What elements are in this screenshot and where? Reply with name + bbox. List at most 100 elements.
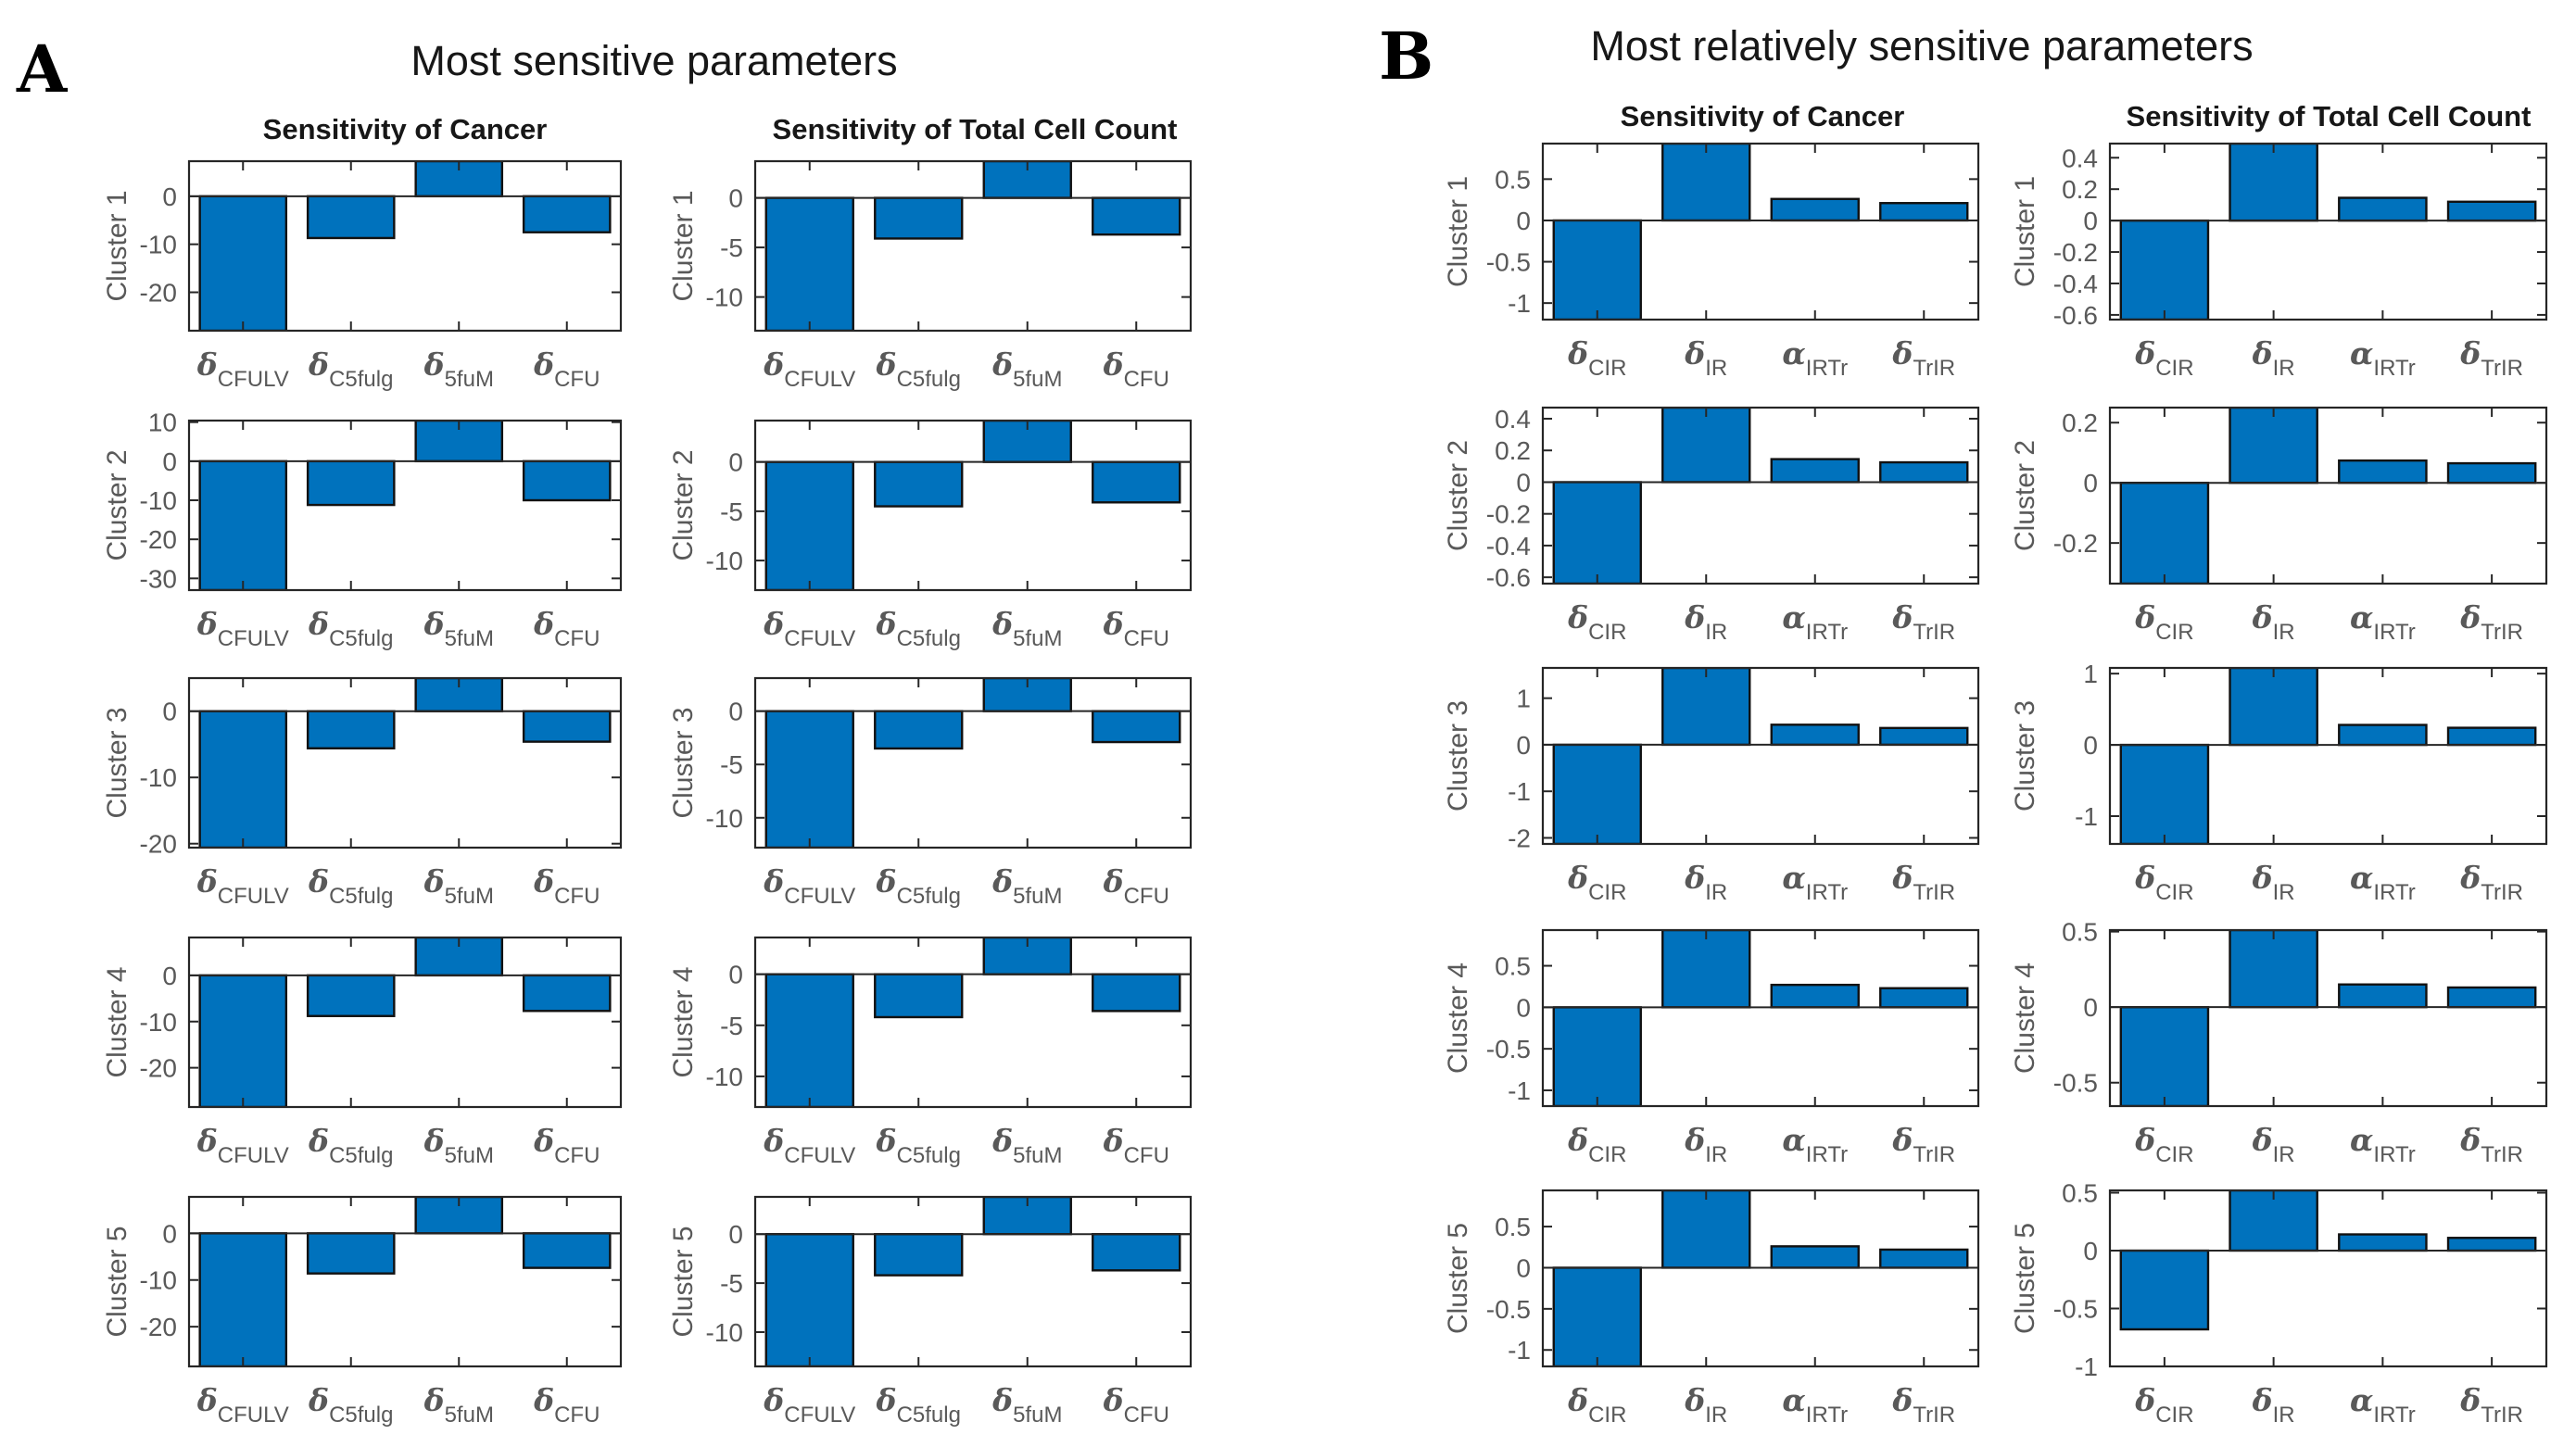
cluster-label: Cluster 1 (1443, 176, 1473, 287)
plot-box (753, 676, 1193, 849)
y-tick-label: -0.5 (1486, 1295, 1531, 1324)
y-tick-label: -20 (140, 525, 177, 554)
y-tick-label: 0 (1516, 993, 1531, 1022)
x-tick-label-CFU: δCFU (1103, 606, 1169, 651)
x-tick-label-IRTr: αIRTr (1782, 1122, 1848, 1167)
bars-group (2119, 144, 2537, 320)
subplot-A-cancer-cluster-4: 0 -10 -20 δCFULV δC5fulg δ5fuM δCFU Cluster 4 (102, 936, 623, 1168)
y-tick-label: 0 (2083, 1237, 2098, 1265)
y-tick-label: 1 (1516, 685, 1531, 713)
x-tick-label-C5fulg: δC5fulg (876, 863, 961, 909)
subplot-B-total-cell-count-cluster-4: 0.5 0 -0.5 δCIR δIR αIRTr δTrIR Cluster 4 (2010, 918, 2548, 1167)
plot-box (1541, 142, 1980, 321)
bar-TrIR (2446, 726, 2537, 747)
bar-IR (2229, 930, 2318, 1009)
subplot-A-total-cell-count-cluster-3: 0 -5 -10 δCFULV δC5fulg δ5fuM δCFU Cluster 3 (668, 676, 1193, 909)
y-tick-label: -20 (140, 830, 177, 859)
x-tick-label-5fuM: δ5fuM (423, 346, 494, 392)
bar-IR (2229, 144, 2318, 222)
bar-C5fulg (306, 1232, 396, 1275)
bar-IR (2229, 408, 2318, 484)
x-tick-label-TrIR: δTrIR (2459, 860, 2523, 905)
x-tick-label-5fuM: δ5fuM (991, 606, 1062, 651)
x-tick-label-TrIR: δTrIR (1891, 1122, 1955, 1167)
x-tick-label-IRTr: αIRTr (2350, 1122, 2416, 1167)
plot-box (753, 936, 1193, 1109)
plot-box (753, 1195, 1193, 1368)
y-tick-label: -5 (720, 750, 743, 779)
x-tick-label-CFU: δCFU (1103, 1123, 1169, 1168)
bar-C5fulg (874, 710, 964, 750)
cluster-label: Cluster 5 (1443, 1223, 1473, 1334)
cluster-label: Cluster 5 (668, 1226, 699, 1337)
y-tick-label: -20 (140, 1054, 177, 1083)
subplot-B-cancer-cluster-4: 0.5 0 -0.5 -1 δCIR δIR αIRTr δTrIR Cluster 4 (1443, 928, 1980, 1167)
bars-group (2119, 930, 2537, 1106)
cluster-label: Cluster 3 (2010, 700, 2040, 812)
bars-group (2119, 408, 2537, 584)
cluster-label: Cluster 2 (668, 449, 699, 560)
y-tick-label: -5 (720, 1269, 743, 1298)
x-tick-label-IR: δIR (1684, 1122, 1727, 1167)
bar-C5fulg (306, 459, 396, 507)
bar-CFU (1092, 710, 1181, 744)
x-tick-label-IRTr: αIRTr (1782, 599, 1848, 645)
panel-a-col-title-cancer: Sensitivity of Cancer (262, 113, 548, 145)
bar-CFULV (764, 1232, 854, 1366)
x-tick-label-TrIR: δTrIR (2459, 1382, 2523, 1428)
x-tick-label-CIR: δCIR (1567, 1122, 1626, 1167)
plot-box (1541, 406, 1980, 585)
x-tick-label-C5fulg: δC5fulg (308, 606, 393, 651)
y-tick-label: -0.4 (1486, 532, 1531, 560)
bar-CFULV (198, 710, 288, 848)
bar-CIR (2119, 1005, 2210, 1106)
x-tick-label-TrIR: δTrIR (1891, 335, 1955, 381)
x-tick-label-5fuM: δ5fuM (423, 1123, 494, 1168)
y-tick-label: -2 (1508, 824, 1531, 852)
bar-IRTr (2338, 196, 2428, 222)
bar-IR (1661, 668, 1751, 747)
y-tick-label: -20 (140, 279, 177, 308)
plot-box (753, 419, 1193, 592)
x-tick-label-IR: δIR (2252, 335, 2295, 381)
y-tick-label: -0.6 (1486, 563, 1531, 592)
y-tick-label: -0.2 (2053, 529, 2098, 558)
x-tick-label-IRTr: αIRTr (2350, 1382, 2416, 1428)
y-tick-label: 0 (162, 182, 177, 211)
y-tick-label: -1 (1508, 777, 1531, 806)
x-tick-label-TrIR: δTrIR (2459, 599, 2523, 645)
y-tick-label: 0 (162, 1219, 177, 1248)
y-tick-label: -1 (2075, 802, 2098, 831)
bar-CIR (1552, 1266, 1642, 1366)
bar-CFULV (764, 973, 854, 1107)
y-tick-label: -5 (720, 1012, 743, 1040)
panel-b-col-title-total-cell-count: Sensitivity of Total Cell Count (2126, 100, 2532, 132)
y-tick-label: 0 (2083, 731, 2098, 760)
x-tick-label-CIR: δCIR (1567, 1382, 1626, 1428)
y-tick-label: 0 (1516, 1253, 1531, 1282)
x-tick-label-TrIR: δTrIR (1891, 1382, 1955, 1428)
cluster-label: Cluster 2 (1443, 440, 1473, 551)
y-tick-label: -10 (706, 1318, 743, 1347)
y-tick-label: 0.2 (2062, 409, 2098, 437)
bars-group (198, 678, 612, 848)
bar-CFU (1092, 196, 1181, 236)
bars-group (198, 1197, 612, 1366)
y-tick-label: -0.6 (2053, 301, 2098, 330)
y-tick-label: -10 (706, 1063, 743, 1091)
x-tick-label-IR: δIR (2252, 860, 2295, 905)
bar-IRTr (1770, 983, 1860, 1009)
bar-CIR (2119, 1249, 2210, 1331)
y-tick-label: -10 (140, 1266, 177, 1295)
x-tick-label-IR: δIR (1684, 599, 1727, 645)
y-tick-label: -5 (720, 497, 743, 526)
y-tick-label: 0.5 (1495, 165, 1531, 194)
y-tick-label: -1 (1508, 1336, 1531, 1365)
x-tick-label-IRTr: αIRTr (2350, 335, 2416, 381)
plot-box (187, 676, 623, 849)
y-tick-label: 0 (162, 962, 177, 990)
x-tick-label-CFU: δCFU (533, 863, 600, 909)
y-tick-label: -10 (140, 1008, 177, 1037)
bar-C5fulg (874, 196, 964, 240)
cluster-label: Cluster 2 (102, 449, 133, 560)
